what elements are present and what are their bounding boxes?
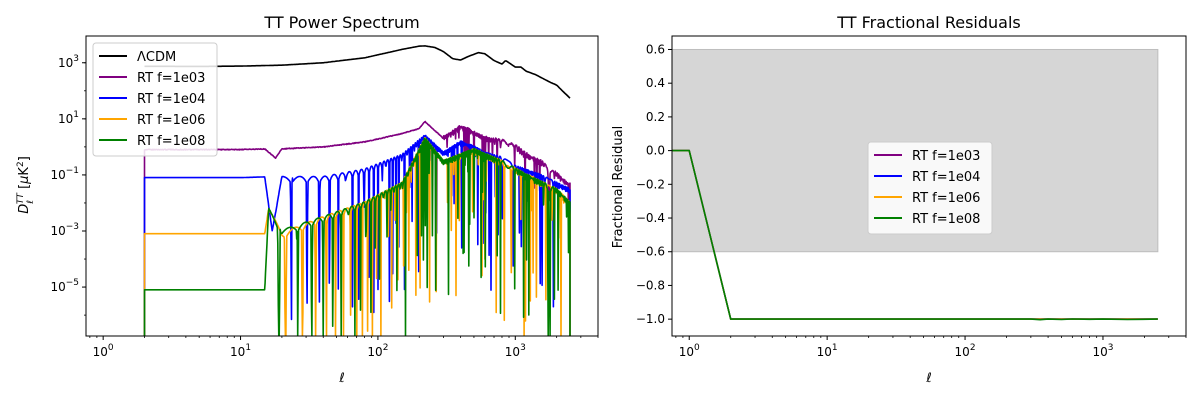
right-y-axis-label: Fractional Residual <box>611 126 626 249</box>
legend: ΛCDM RT f=1e03 RT f=1e04 RT f=1e06 RT f=1e08 <box>92 42 218 157</box>
y-tick-label: 0.4 <box>646 76 665 90</box>
y-tick-label: −0.6 <box>636 245 665 259</box>
left-chart-title: TT Power Spectrum <box>263 13 419 32</box>
legend-label: RT f=1e08 <box>137 134 205 149</box>
y-tick-label: 0.0 <box>646 144 665 158</box>
axes-frame <box>85 35 599 337</box>
y-tick-label: 0.6 <box>646 42 665 56</box>
y-tick-label: 10−5 <box>50 278 79 294</box>
x-tick-label: 101 <box>230 343 251 359</box>
legend-label: RT f=1e04 <box>912 170 980 185</box>
x-tick-label: 100 <box>93 343 114 359</box>
y-tick-label: 0.2 <box>646 110 665 124</box>
series-line-spectrum-4 <box>143 137 571 336</box>
y-tick-label: 10−3 <box>50 222 79 238</box>
series-line-residual-3 <box>672 149 1158 321</box>
axes-frame <box>671 35 1187 337</box>
legend-label: ΛCDM <box>137 50 176 65</box>
y-tick-label: −0.4 <box>636 211 665 225</box>
y-tick-label: 101 <box>58 110 79 126</box>
left-y-axis-label: DℓTT [μK2] <box>16 156 36 214</box>
x-tick-label: 102 <box>955 343 976 359</box>
x-tick-label: 102 <box>367 343 388 359</box>
x-tick-label: 103 <box>1092 343 1113 359</box>
y-tick-label: −0.2 <box>636 177 665 191</box>
legend-label: RT f=1e04 <box>137 92 205 107</box>
y-tick-label: −1.0 <box>636 312 665 326</box>
legend-box <box>867 141 993 235</box>
y-tick-label: 103 <box>58 54 79 70</box>
legend-label: RT f=1e06 <box>912 191 980 206</box>
left-x-axis-label: ℓ <box>338 371 344 386</box>
legend-label: RT f=1e08 <box>912 212 980 227</box>
series-line-spectrum-2 <box>143 134 571 336</box>
y-tick-label: −0.8 <box>636 278 665 292</box>
legend: RT f=1e03 RT f=1e04 RT f=1e06 RT f=1e08 <box>867 141 993 235</box>
legend-label: RT f=1e03 <box>912 149 980 164</box>
right-chart-title: TT Fractional Residuals <box>836 13 1020 32</box>
legend-box <box>92 42 218 157</box>
legend-label: RT f=1e06 <box>137 113 205 128</box>
y-tick-label: 10−1 <box>50 166 79 182</box>
right-x-axis-label: ℓ <box>925 371 931 386</box>
x-tick-label: 103 <box>505 343 526 359</box>
legend-label: RT f=1e03 <box>137 71 205 86</box>
x-tick-label: 101 <box>817 343 838 359</box>
x-tick-label: 100 <box>679 343 700 359</box>
power-spectrum-panel: TT Power Spectrum 100 101 102 103 10−5 10−3 10… <box>16 13 599 386</box>
residuals-panel: TT Fractional Residuals 100 101 102 103 0.6 0… <box>611 13 1187 386</box>
